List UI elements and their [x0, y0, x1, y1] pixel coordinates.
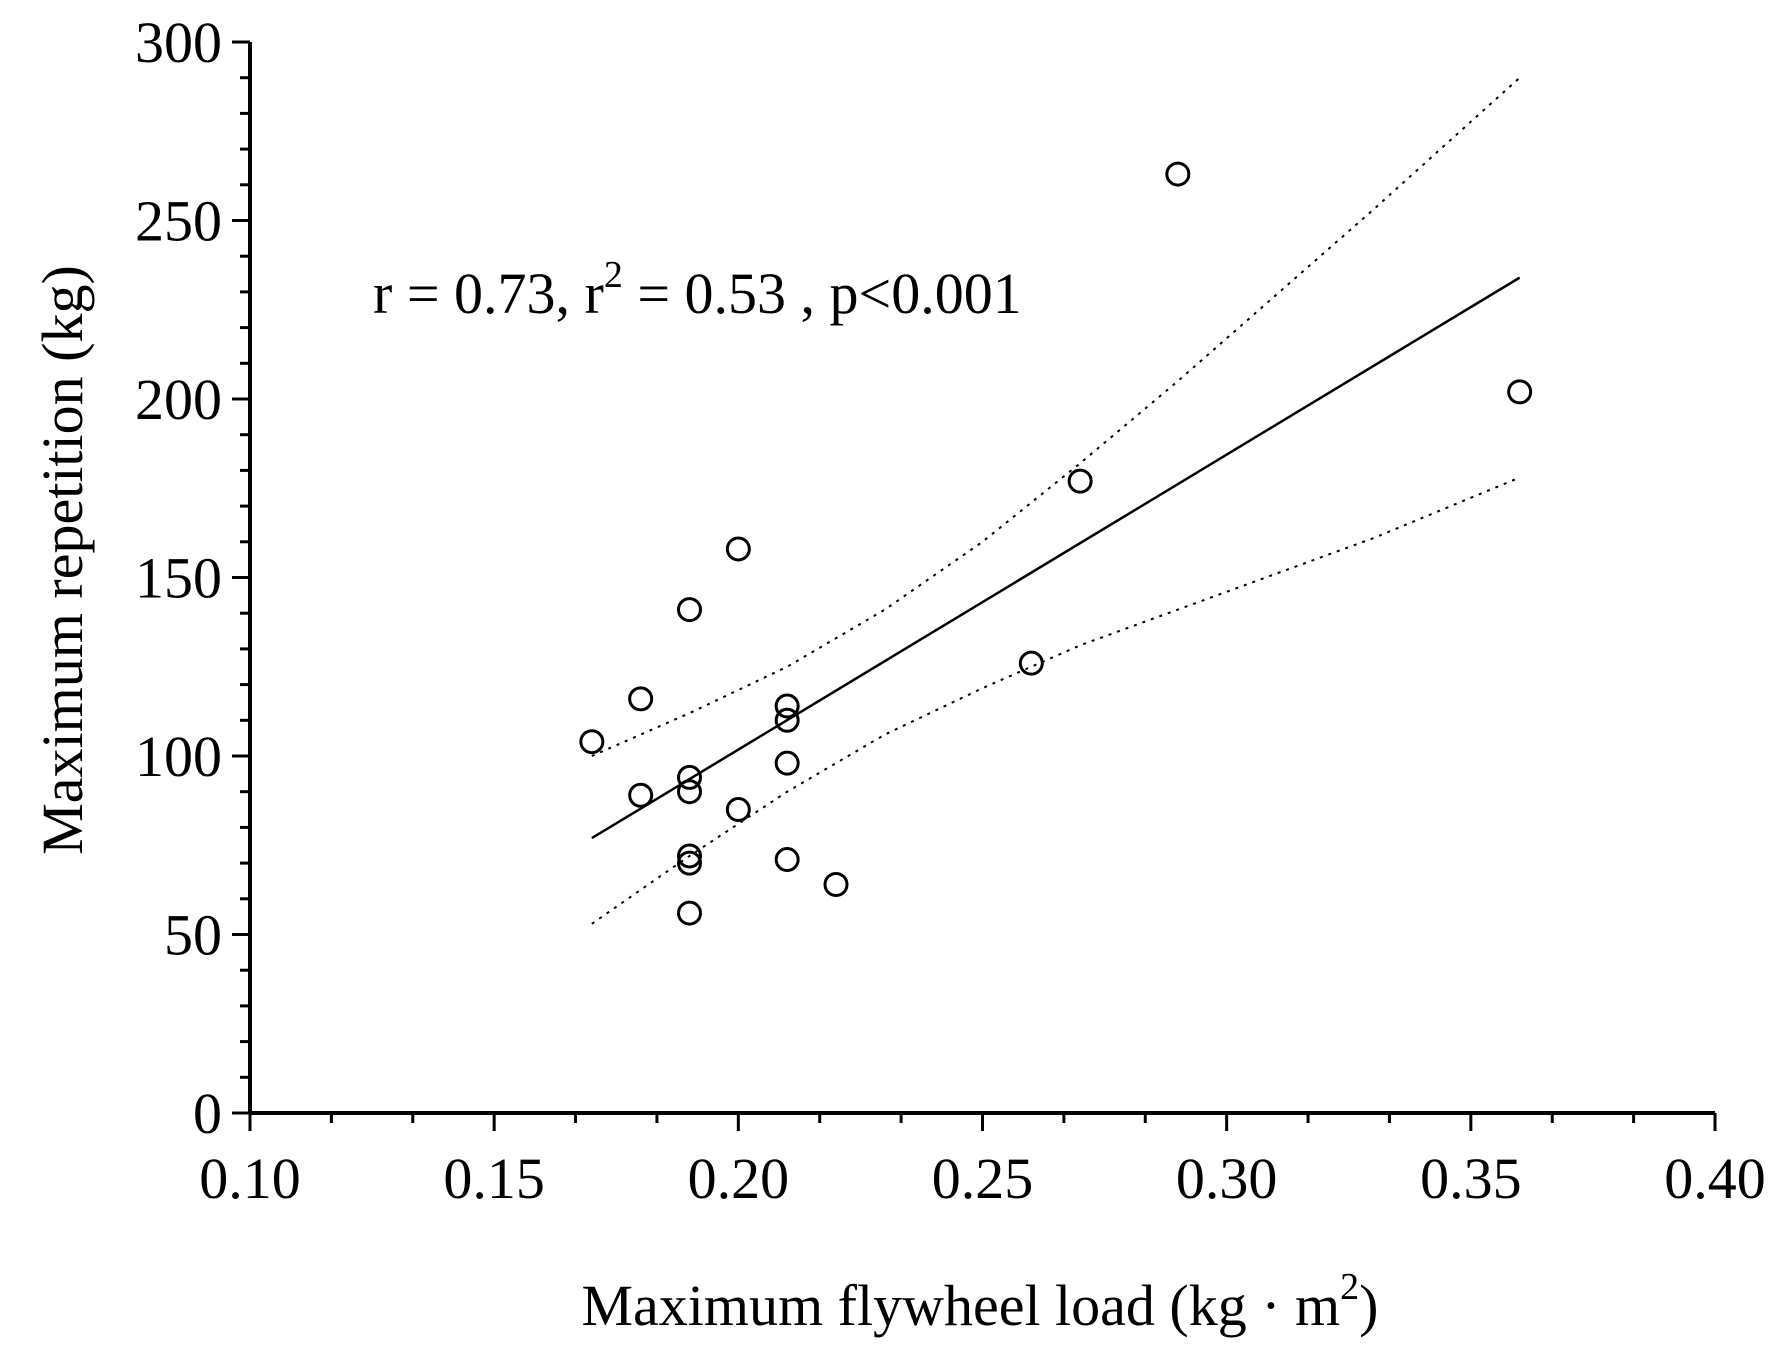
- data-point: [677, 850, 702, 876]
- x-tick-label: 0.20: [688, 1146, 790, 1211]
- y-tick-label: 200: [135, 367, 222, 432]
- data-point: [1067, 468, 1093, 494]
- annotation-part1: r = 0.73, r: [373, 261, 604, 326]
- data-point: [1018, 650, 1044, 676]
- data-point: [677, 597, 702, 623]
- x-tick-label: 0.40: [1664, 1146, 1766, 1211]
- data-point: [677, 843, 702, 869]
- annotation-part2: = 0.53 , p<0.001: [623, 261, 1022, 326]
- data-point: [579, 729, 605, 755]
- x-axis-title: Maximum flywheel load (kg · m2): [581, 1266, 1378, 1338]
- correlation-annotation: r = 0.73, r2 = 0.53 , p<0.001: [373, 254, 1022, 326]
- data-point: [628, 686, 654, 712]
- data-point: [677, 764, 702, 790]
- x-tick-label: 0.15: [443, 1146, 545, 1211]
- ci-upper-line: [591, 76, 1521, 757]
- data-point: [725, 797, 751, 823]
- axes-layer: [248, 42, 1715, 1115]
- y-tick-label: 0: [193, 1081, 222, 1146]
- y-tick-label: 150: [135, 546, 222, 611]
- y-tick-label: 100: [135, 724, 222, 789]
- ci-lower-line: [591, 476, 1521, 925]
- x-tick-label: 0.35: [1420, 1146, 1522, 1211]
- x-tick-label: 0.10: [199, 1146, 301, 1211]
- data-point: [774, 750, 800, 776]
- data-point: [774, 847, 800, 873]
- ticks-layer: 0 50 100 150 200 250 300 0.10 0.15 0.20 0.25 0.30 0.…: [135, 10, 1766, 1211]
- data-point: [823, 872, 849, 898]
- x-axis-title-superscript: 2: [1340, 1266, 1359, 1308]
- data-point: [1165, 161, 1191, 187]
- y-axis-title: Maximum repetition (kg): [30, 265, 95, 855]
- data-point: [628, 782, 654, 808]
- y-tick-label: 250: [135, 189, 222, 254]
- y-tick-label: 300: [135, 10, 222, 75]
- regression-layer: [591, 276, 1521, 840]
- annotation-superscript: 2: [604, 254, 623, 296]
- x-axis-title-close: ): [1359, 1273, 1378, 1338]
- x-tick-label: 0.25: [932, 1146, 1034, 1211]
- x-tick-label: 0.30: [1176, 1146, 1278, 1211]
- data-point: [677, 900, 702, 926]
- data-point: [774, 707, 800, 733]
- data-point: [774, 693, 800, 719]
- regression-line: [591, 276, 1521, 840]
- y-tick-label: 50: [164, 903, 222, 968]
- data-point: [725, 536, 751, 562]
- data-points-layer: [579, 161, 1533, 926]
- x-axis-title-main: Maximum flywheel load (kg · m: [581, 1273, 1340, 1338]
- confidence-interval-layer: [591, 76, 1521, 925]
- data-point: [1507, 379, 1533, 405]
- data-point: [677, 779, 702, 805]
